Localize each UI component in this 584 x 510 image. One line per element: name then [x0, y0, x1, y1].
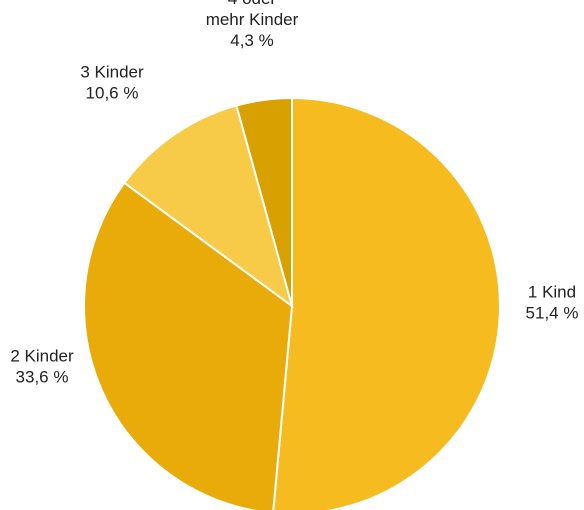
- pie-slice-4: [235, 96, 293, 307]
- slice-category-label: 1 Kind: [528, 283, 576, 302]
- slice-value-label: 4,3 %: [230, 31, 273, 50]
- slice-category-label: mehr Kinder: [206, 10, 299, 29]
- pie-slice-1: [272, 96, 501, 510]
- slice-category-label: 4 oder: [228, 0, 277, 8]
- slice-value-label: 33,6 %: [16, 368, 69, 387]
- slice-value-label: 51,4 %: [526, 304, 579, 323]
- slice-label-1: 1 Kind 51,4 %: [526, 283, 579, 323]
- slice-category-label: 2 Kinder: [10, 347, 74, 366]
- slice-label-4: 4 oder mehr Kinder 4,3 %: [206, 0, 299, 50]
- slice-label-3: 3 Kinder 10,6 %: [80, 63, 144, 103]
- slice-category-label: 3 Kinder: [80, 63, 144, 82]
- slice-label-2: 2 Kinder 33,6 %: [10, 347, 74, 387]
- pie-slice-2: [82, 181, 294, 510]
- slice-value-label: 10,6 %: [86, 84, 139, 103]
